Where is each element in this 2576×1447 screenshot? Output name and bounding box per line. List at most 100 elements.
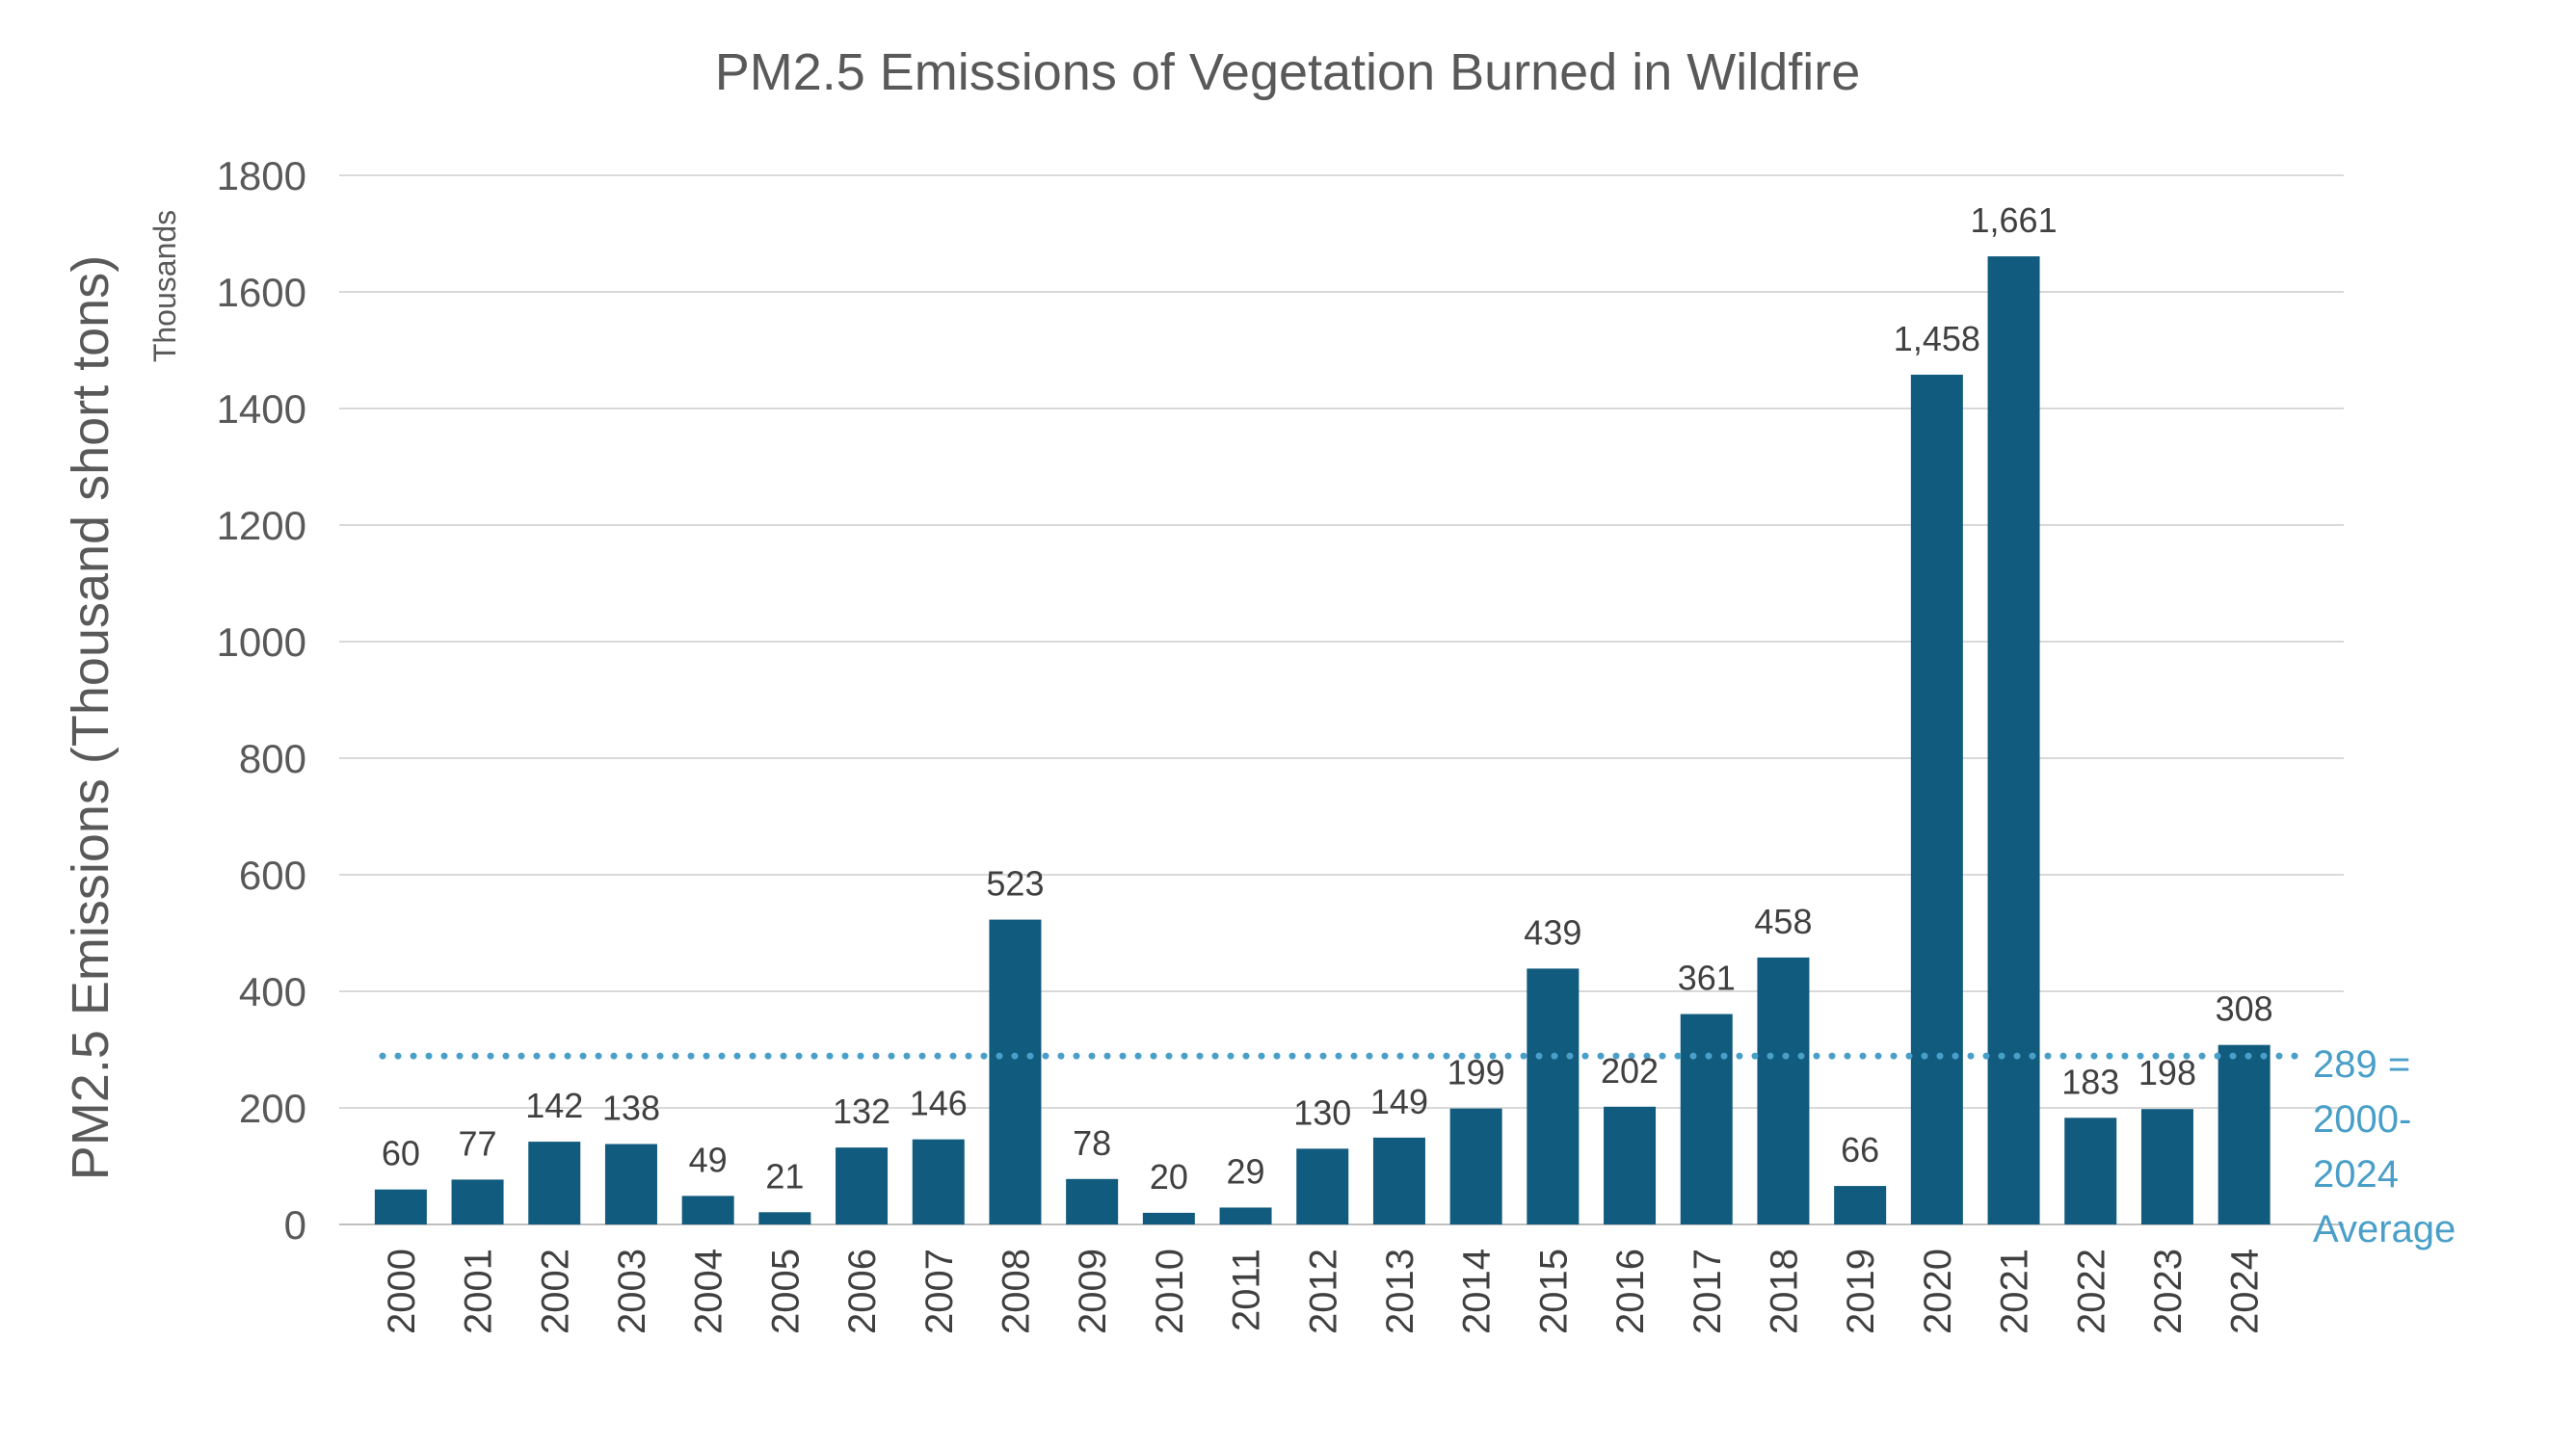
data-label-2008: 523 — [986, 864, 1044, 904]
bar-2008 — [989, 919, 1042, 1224]
y-tick-label: 1000 — [217, 619, 306, 665]
bar-2014 — [1449, 1108, 1502, 1224]
y-axis-ticks: 0 200 400 600 800 1000 1200 1400 1600 1800 — [217, 153, 306, 1248]
x-tick-label: 2009 — [1072, 1249, 1114, 1334]
bar-2004 — [681, 1196, 734, 1224]
bar-2024 — [2217, 1044, 2271, 1224]
bars — [374, 256, 2271, 1225]
bar-2016 — [1604, 1106, 1657, 1224]
x-tick-label: 2002 — [534, 1249, 576, 1334]
y-tick-label: 1600 — [217, 270, 306, 315]
average-label-line: 289 = — [2313, 1043, 2410, 1086]
data-label-2013: 149 — [1370, 1082, 1428, 1121]
data-label-2024: 308 — [2216, 989, 2273, 1029]
data-label-2006: 132 — [833, 1092, 890, 1131]
x-tick-label: 2015 — [1532, 1249, 1575, 1334]
x-tick-label: 2005 — [764, 1249, 807, 1334]
gridlines — [339, 174, 2344, 1225]
bar-2001 — [451, 1179, 504, 1224]
bar-2022 — [2064, 1118, 2117, 1224]
x-tick-label: 2022 — [2070, 1249, 2112, 1334]
y-tick-label: 400 — [239, 969, 306, 1014]
bar-2010 — [1142, 1212, 1195, 1224]
x-tick-label: 2006 — [841, 1249, 884, 1334]
y-axis-title: PM2.5 Emissions (Thousand short tons) — [62, 255, 120, 1180]
data-label-2011: 29 — [1227, 1151, 1265, 1191]
bar-2017 — [1680, 1013, 1733, 1224]
data-label-2009: 78 — [1073, 1123, 1111, 1163]
data-label-2000: 60 — [382, 1134, 420, 1173]
y-tick-label: 1200 — [217, 503, 306, 548]
x-tick-label: 2017 — [1686, 1249, 1729, 1334]
data-label-2012: 130 — [1293, 1092, 1351, 1132]
y-tick-label: 1400 — [217, 386, 306, 432]
bar-2012 — [1296, 1148, 1349, 1224]
bar-2009 — [1066, 1178, 1119, 1224]
y-axis-unit-label: Thousands — [147, 210, 182, 362]
y-tick-label: 1800 — [217, 153, 306, 198]
data-label-2014: 199 — [1447, 1053, 1505, 1092]
data-label-2010: 20 — [1150, 1157, 1188, 1197]
y-tick-label: 600 — [239, 853, 306, 898]
data-label-2023: 198 — [2138, 1053, 2196, 1092]
x-tick-label: 2024 — [2224, 1249, 2267, 1334]
data-label-2022: 183 — [2061, 1062, 2119, 1101]
average-reference: 289 = 2000- 2024 Average — [379, 1043, 2456, 1250]
data-label-2021: 1,661 — [1971, 200, 2058, 240]
bar-2006 — [836, 1147, 889, 1224]
x-tick-label: 2016 — [1609, 1249, 1652, 1334]
data-label-2003: 138 — [602, 1089, 660, 1128]
x-tick-label: 2001 — [458, 1249, 500, 1334]
bar-2013 — [1372, 1137, 1425, 1224]
x-tick-label: 2014 — [1456, 1249, 1499, 1334]
average-label-line: 2024 — [2313, 1153, 2399, 1196]
data-label-2002: 142 — [525, 1086, 583, 1125]
y-tick-label: 0 — [284, 1202, 306, 1248]
x-tick-label: 2018 — [1763, 1249, 1805, 1334]
x-tick-label: 2003 — [611, 1249, 653, 1334]
x-tick-label: 2020 — [1917, 1249, 1959, 1334]
data-label-2017: 361 — [1678, 959, 1736, 998]
chart-title: PM2.5 Emissions of Vegetation Burned in … — [715, 43, 1861, 101]
x-tick-label: 2000 — [381, 1249, 423, 1334]
data-labels: 60 77 142 138 49 21 132 146 523 78 20 29 130 149 199 43… — [382, 200, 2273, 1197]
data-label-2019: 66 — [1841, 1130, 1879, 1170]
bar-2005 — [758, 1212, 811, 1224]
data-label-2015: 439 — [1524, 912, 1581, 952]
average-label-line: Average — [2313, 1208, 2456, 1250]
x-tick-label: 2004 — [688, 1249, 730, 1334]
data-label-2007: 146 — [910, 1084, 968, 1123]
bar-2011 — [1219, 1207, 1272, 1224]
data-label-2018: 458 — [1754, 902, 1812, 941]
data-label-2020: 1,458 — [1894, 319, 1980, 358]
x-tick-label: 2011 — [1226, 1249, 1268, 1331]
bar-2018 — [1757, 957, 1810, 1224]
x-tick-label: 2023 — [2147, 1249, 2190, 1334]
x-tick-label: 2008 — [995, 1249, 1037, 1334]
bar-2020 — [1910, 374, 1963, 1224]
data-label-2016: 202 — [1601, 1051, 1659, 1091]
bar-2021 — [1987, 256, 2040, 1225]
x-axis-ticks: 2000 2001 2002 2003 2004 2005 2006 2007 2008 2009… — [381, 1249, 2267, 1334]
bar-2015 — [1527, 968, 1580, 1224]
data-label-2001: 77 — [459, 1123, 497, 1163]
average-label-line: 2000- — [2313, 1098, 2411, 1141]
x-tick-label: 2012 — [1302, 1249, 1344, 1334]
y-tick-label: 800 — [239, 736, 306, 781]
x-tick-label: 2007 — [918, 1249, 961, 1334]
bar-2019 — [1834, 1186, 1887, 1224]
data-label-2005: 21 — [765, 1156, 804, 1196]
bar-2007 — [912, 1139, 965, 1224]
bar-2003 — [604, 1144, 657, 1224]
bar-2002 — [528, 1142, 581, 1224]
x-tick-label: 2013 — [1379, 1249, 1421, 1334]
x-tick-label: 2010 — [1149, 1249, 1191, 1334]
x-tick-label: 2021 — [1994, 1249, 2036, 1334]
bar-2000 — [374, 1189, 427, 1224]
y-tick-label: 200 — [239, 1086, 306, 1131]
bar-2023 — [2140, 1109, 2193, 1224]
x-tick-label: 2019 — [1840, 1249, 1882, 1334]
data-label-2004: 49 — [689, 1140, 728, 1179]
